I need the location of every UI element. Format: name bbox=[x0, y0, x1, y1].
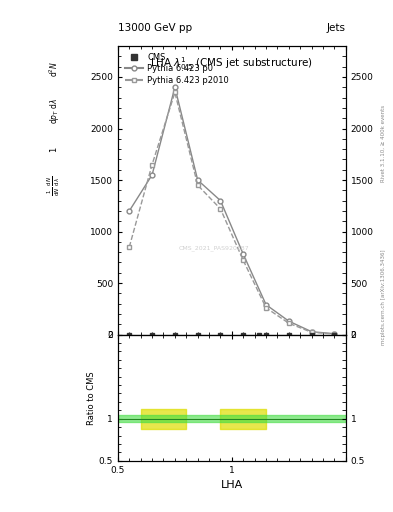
X-axis label: LHA: LHA bbox=[221, 480, 243, 490]
Text: CMS_2021_PAS920187: CMS_2021_PAS920187 bbox=[178, 245, 249, 251]
Y-axis label: Ratio to CMS: Ratio to CMS bbox=[87, 371, 96, 424]
Text: mcplots.cern.ch [arXiv:1306.3436]: mcplots.cern.ch [arXiv:1306.3436] bbox=[381, 249, 386, 345]
Text: 13000 GeV pp: 13000 GeV pp bbox=[118, 23, 192, 33]
Text: Rivet 3.1.10, ≥ 400k events: Rivet 3.1.10, ≥ 400k events bbox=[381, 105, 386, 182]
Text: $\mathrm{d}^2N$: $\mathrm{d}^2N$ bbox=[48, 60, 60, 77]
Text: Jets: Jets bbox=[327, 23, 346, 33]
Legend: CMS, Pythia 6.423 p0, Pythia 6.423 p2010: CMS, Pythia 6.423 p0, Pythia 6.423 p2010 bbox=[122, 50, 231, 87]
Text: $\mathrm{d}p_T\ \mathrm{d}\lambda$: $\mathrm{d}p_T\ \mathrm{d}\lambda$ bbox=[48, 98, 61, 124]
Text: $\frac{1}{\mathrm{d}N}\ \frac{\mathrm{d}N}{\mathrm{d}\lambda}$: $\frac{1}{\mathrm{d}N}\ \frac{\mathrm{d}… bbox=[46, 176, 62, 196]
Text: LHA $\lambda^{1}_{0.5}$ (CMS jet substructure): LHA $\lambda^{1}_{0.5}$ (CMS jet substru… bbox=[151, 55, 313, 72]
Text: 1: 1 bbox=[50, 147, 59, 152]
